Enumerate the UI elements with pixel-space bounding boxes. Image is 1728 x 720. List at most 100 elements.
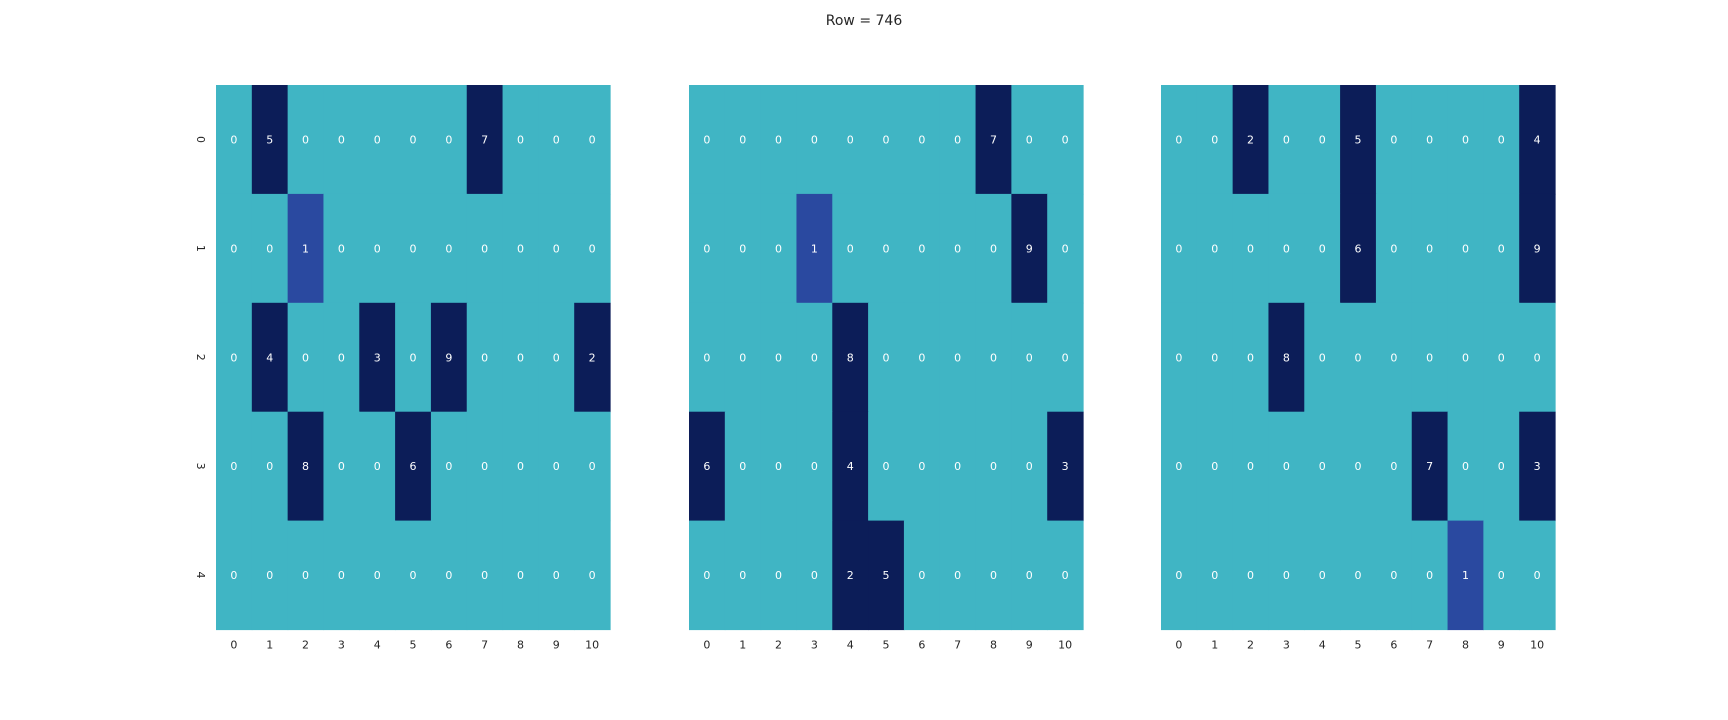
cell-value-label: 0	[589, 242, 596, 255]
heatmap-cell	[760, 411, 798, 522]
y-tick-label: 3	[194, 463, 207, 470]
heatmap-cell	[466, 411, 504, 522]
heatmap-cell	[538, 85, 575, 195]
heatmap-cell	[724, 85, 762, 195]
cell-value-label: 0	[553, 569, 560, 582]
heatmap-cell	[1483, 193, 1520, 304]
cell-value-label: 0	[703, 569, 710, 582]
heatmap-cell	[538, 411, 575, 522]
heatmap-cell	[689, 302, 726, 413]
heatmap-cell	[832, 520, 869, 631]
cell-value-label: 0	[1211, 569, 1218, 582]
heatmap-cell	[1047, 520, 1084, 631]
heatmap-cell	[359, 85, 396, 195]
heatmap-cell	[538, 193, 575, 304]
heatmap-cell	[760, 85, 798, 195]
x-tick-label: 10	[1530, 639, 1544, 652]
heatmap-cell	[574, 411, 611, 522]
cell-value-label: 0	[775, 351, 782, 364]
heatmap-cell	[359, 411, 396, 522]
cell-value-label: 0	[1498, 569, 1505, 582]
heatmap-cell	[287, 411, 325, 522]
x-tick-label: 4	[847, 639, 854, 652]
heatmap-cell	[287, 85, 325, 195]
cell-value-label: 0	[739, 133, 746, 146]
heatmap-right: 0 0 2 0 0 5 0 0 0 0 4 0 0 0 0 0 6 0 0 0 0 9 0 0 0 8 0 0 0 0 0 0 0 0 0 0 0 0 0 0…	[1161, 85, 1556, 652]
x-tick-label: 0	[703, 639, 710, 652]
cell-value-label: 0	[1062, 351, 1069, 364]
cell-value-label: 0	[703, 351, 710, 364]
heatmap-cell	[1483, 520, 1520, 631]
heatmap-cell	[939, 302, 977, 413]
heatmap-cell	[1340, 411, 1377, 522]
cell-value-label: 0	[775, 242, 782, 255]
heatmap-cell	[1340, 193, 1377, 304]
cell-value-label: 0	[445, 460, 452, 473]
cell-value-label: 0	[1319, 569, 1326, 582]
heatmap-cell	[216, 85, 253, 195]
heatmap-cell	[216, 302, 253, 413]
cell-value-label: 0	[338, 133, 345, 146]
heatmap-cell	[1411, 302, 1449, 413]
heatmap-cell	[502, 520, 539, 631]
heatmap-cell	[1304, 411, 1341, 522]
heatmap-cell	[796, 193, 833, 304]
cell-value-label: 0	[266, 569, 273, 582]
x-tick-label: 5	[410, 639, 417, 652]
heatmap-cell	[502, 85, 539, 195]
cell-value-label: 2	[1247, 133, 1254, 146]
heatmap-cell	[832, 85, 869, 195]
heatmap-cell	[323, 85, 360, 195]
cell-value-label: 8	[847, 351, 854, 364]
heatmap-cell	[430, 411, 468, 522]
cell-value-label: 0	[1283, 133, 1290, 146]
heatmap-cell	[1232, 302, 1270, 413]
cell-value-label: 0	[1355, 460, 1362, 473]
cell-value-label: 0	[266, 242, 273, 255]
cell-value-label: 0	[1247, 569, 1254, 582]
heatmap-cell	[1375, 302, 1413, 413]
cell-value-label: 0	[302, 351, 309, 364]
cell-value-label: 0	[374, 242, 381, 255]
cell-value-label: 0	[517, 460, 524, 473]
heatmap-cell	[574, 520, 611, 631]
cell-value-label: 5	[1355, 133, 1362, 146]
cell-value-label: 0	[481, 351, 488, 364]
heatmap-cell	[760, 193, 798, 304]
cell-value-label: 0	[847, 242, 854, 255]
cell-value-label: 0	[1175, 133, 1182, 146]
cell-value-label: 0	[703, 242, 710, 255]
heatmap-cell	[323, 520, 360, 631]
cell-value-label: 0	[811, 351, 818, 364]
cell-value-label: 0	[445, 242, 452, 255]
heatmap-cell	[1011, 411, 1048, 522]
x-tick-label: 8	[990, 639, 997, 652]
heatmap-cell	[975, 520, 1012, 631]
cell-value-label: 0	[1426, 351, 1433, 364]
cell-value-label: 0	[1462, 242, 1469, 255]
heatmap-cell	[796, 520, 833, 631]
heatmap-cell	[868, 302, 905, 413]
heatmap-cell	[1047, 193, 1084, 304]
cell-value-label: 0	[775, 460, 782, 473]
heatmap-cell	[832, 193, 869, 304]
x-tick-label: 3	[1283, 639, 1290, 652]
y-tick-label: 4	[194, 572, 207, 579]
heatmap-cell	[1304, 302, 1341, 413]
cell-value-label: 0	[410, 242, 417, 255]
heatmap-cell	[395, 85, 432, 195]
heatmap-cell	[251, 520, 289, 631]
heatmap-cell	[1483, 302, 1520, 413]
cell-value-label: 0	[1062, 242, 1069, 255]
heatmap-cell	[1304, 193, 1341, 304]
heatmap-cell	[1232, 411, 1270, 522]
cell-value-label: 0	[481, 460, 488, 473]
heatmap-cell	[1196, 85, 1234, 195]
cell-value-label: 0	[338, 242, 345, 255]
heatmap-cell	[1304, 520, 1341, 631]
heatmap-cell	[1447, 193, 1484, 304]
heatmap-cell	[796, 85, 833, 195]
cell-value-label: 0	[1534, 351, 1541, 364]
cell-value-label: 0	[918, 242, 925, 255]
heatmap-cell	[430, 302, 468, 413]
